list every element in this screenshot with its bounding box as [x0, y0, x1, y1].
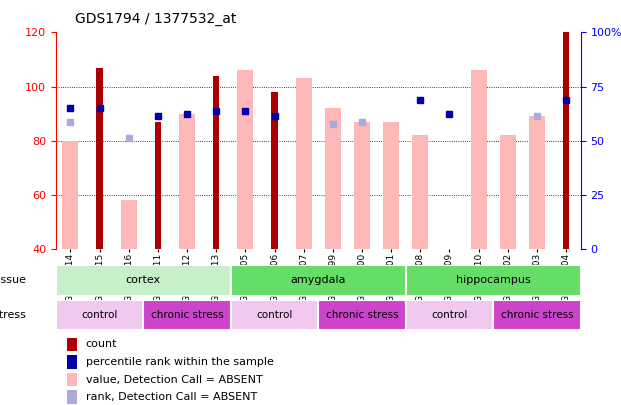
Bar [56, 300, 143, 330]
Text: percentile rank within the sample: percentile rank within the sample [86, 357, 274, 367]
Text: hippocampus: hippocampus [456, 275, 530, 286]
Text: chronic stress: chronic stress [325, 310, 398, 320]
Bar [67, 390, 78, 404]
Text: chronic stress: chronic stress [501, 310, 573, 320]
Bar [500, 135, 516, 249]
Bar [67, 337, 78, 351]
Bar [56, 265, 231, 296]
Text: tissue: tissue [0, 275, 27, 286]
Bar [318, 300, 406, 330]
Text: value, Detection Call = ABSENT: value, Detection Call = ABSENT [86, 375, 263, 384]
Text: GDS1794 / 1377532_at: GDS1794 / 1377532_at [75, 12, 236, 26]
Bar [143, 300, 231, 330]
Bar [493, 300, 581, 330]
Text: chronic stress: chronic stress [151, 310, 224, 320]
Bar [231, 265, 406, 296]
Text: control: control [256, 310, 292, 320]
Bar [67, 373, 78, 386]
Bar [471, 70, 487, 249]
Bar [412, 135, 428, 249]
Text: rank, Detection Call = ABSENT: rank, Detection Call = ABSENT [86, 392, 257, 402]
Bar [325, 108, 341, 249]
Bar [354, 122, 370, 249]
Text: control: control [81, 310, 118, 320]
Bar [155, 122, 161, 249]
Bar [529, 116, 545, 249]
Bar [406, 300, 493, 330]
Text: control: control [431, 310, 468, 320]
Bar [96, 68, 103, 249]
Bar [296, 79, 312, 249]
Bar [67, 356, 78, 369]
Bar [271, 92, 278, 249]
Bar [406, 265, 581, 296]
Text: count: count [86, 339, 117, 350]
Text: stress: stress [0, 310, 27, 320]
Bar [213, 76, 219, 249]
Bar [231, 300, 318, 330]
Bar [237, 70, 253, 249]
Text: cortex: cortex [126, 275, 161, 286]
Bar [120, 200, 137, 249]
Text: amygdala: amygdala [291, 275, 346, 286]
Bar [63, 141, 78, 249]
Bar [563, 32, 569, 249]
Bar [383, 122, 399, 249]
Bar [179, 114, 195, 249]
